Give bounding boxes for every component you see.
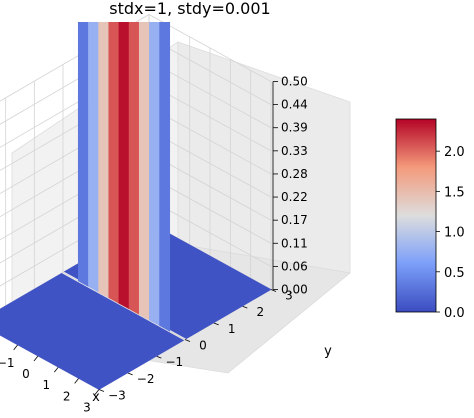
z-axis: 0.00 0.06 0.11 0.17 0.22 0.28 0.33 0.39 0.44 0.50	[272, 75, 308, 297]
y-tick-label: −3	[108, 389, 126, 403]
z-tick-label: 0.17	[281, 213, 308, 227]
y-tick	[242, 305, 248, 309]
y-tick	[156, 355, 162, 359]
z-tick-label: 0.50	[281, 75, 308, 89]
colorbar: 0.0 0.5 1.0 1.5 2.0	[395, 118, 465, 321]
y-tick	[127, 372, 133, 376]
colorbar-tick-label: 0.5	[444, 266, 465, 281]
y-tick	[184, 339, 191, 342]
x-tick	[94, 389, 100, 395]
z-tick-label: 0.22	[281, 190, 308, 204]
x-tick-label: 3	[83, 401, 91, 415]
surface-ridge	[77, 22, 171, 332]
ridge-strip	[128, 22, 140, 315]
x-tick	[54, 366, 59, 373]
back-pane-right	[177, 41, 351, 274]
x-tick-label: 0	[22, 367, 30, 381]
z-tick-label: 0.11	[281, 236, 308, 250]
y-tick-label: −1	[165, 355, 183, 369]
z-tick-label: 0.33	[281, 144, 308, 158]
colorbar-tick-label: 1.5	[444, 185, 465, 200]
colorbar-tick-label: 0.0	[444, 306, 465, 321]
colorbar-tick-label: 2.0	[444, 145, 465, 160]
z-tick-label: 0.06	[281, 259, 308, 273]
y-tick	[98, 389, 105, 392]
x-tick	[33, 355, 39, 362]
y-tick-label: 3	[285, 289, 293, 303]
z-tick-label: 0.44	[281, 98, 308, 112]
y-tick	[213, 322, 219, 326]
ridge-strip	[108, 22, 120, 304]
ridge-strip	[98, 22, 110, 299]
colorbar-tick-label: 1.0	[444, 226, 465, 241]
x-tick	[13, 344, 18, 351]
y-tick-label: 1	[228, 322, 236, 336]
ridge-strip	[159, 22, 171, 332]
surface-floor-front	[0, 272, 185, 390]
colorbar-gradient	[395, 118, 437, 313]
colorbar-ticks: 0.0 0.5 1.0 1.5 2.0	[436, 145, 465, 321]
y-axis-label: y	[324, 344, 332, 359]
x-tick-label: 2	[63, 389, 71, 403]
surface-plot	[0, 22, 272, 390]
ridge-strip	[118, 22, 130, 310]
z-tick-label: 0.28	[281, 167, 308, 181]
y-tick-label: 0	[199, 339, 207, 353]
z-tick-label: 0.00	[281, 283, 308, 297]
ridge-strip	[138, 22, 150, 321]
y-tick	[270, 289, 277, 292]
chart-title: stdx=1, stdy=0.001	[109, 0, 270, 18]
ridge-strip	[77, 22, 89, 287]
ridge-strip	[88, 22, 99, 293]
x-tick	[74, 378, 79, 384]
x-tick-label: −1	[0, 356, 15, 370]
x-axis-label: x	[92, 390, 100, 405]
x-tick-label: 1	[42, 378, 50, 392]
z-tick-label: 0.39	[281, 121, 308, 135]
ridge-strip	[149, 22, 160, 327]
y-axis: −3 −2 −1 0 1 2 3	[98, 289, 293, 403]
y-tick-label: −2	[137, 372, 155, 386]
y-tick-label: 2	[257, 305, 265, 319]
